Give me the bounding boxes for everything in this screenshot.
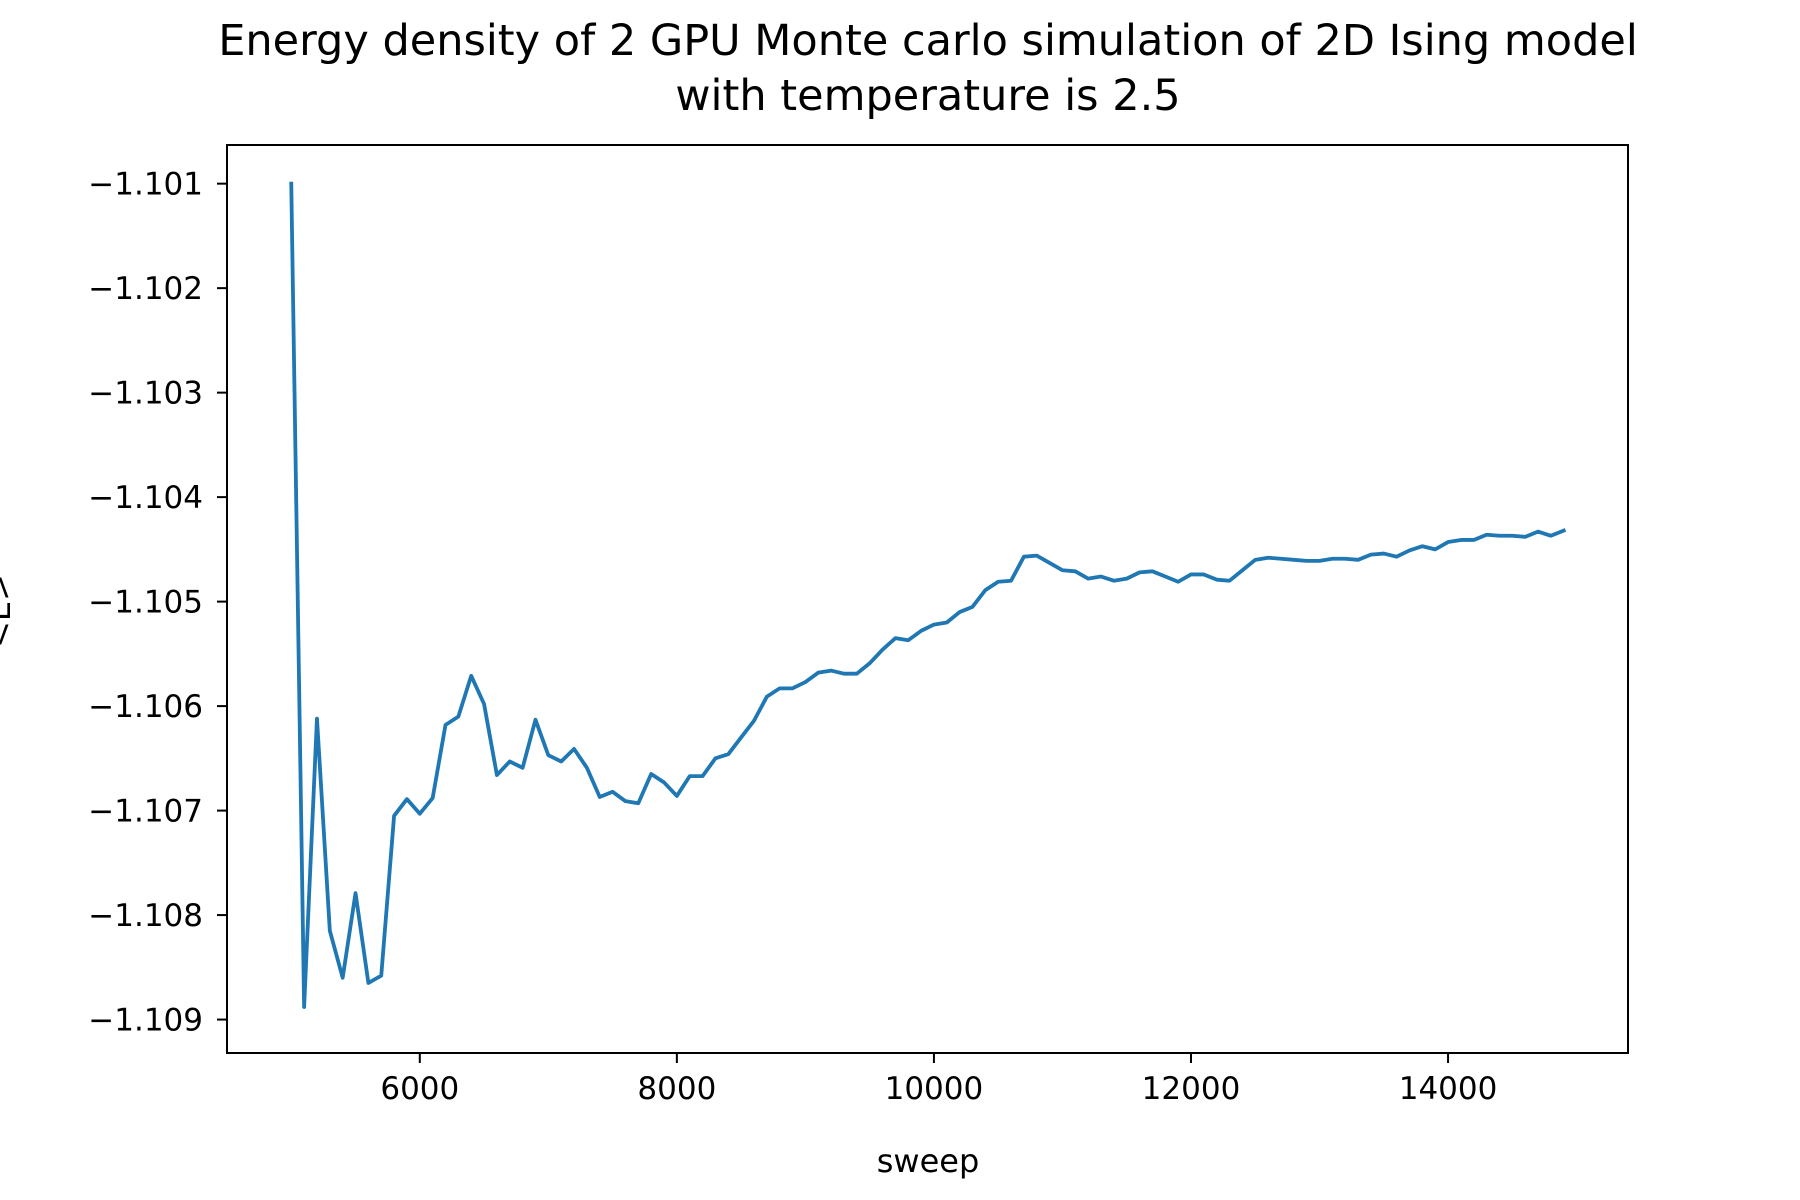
x-tick-label: 8000 <box>637 1071 716 1107</box>
series-line-0 <box>289 181 1567 1009</box>
plot-area: 6000 8000 10000 12000 14000 −1.101 −1.102 −1.10… <box>88 144 1629 1107</box>
y-axis-label: <E> <box>0 574 18 648</box>
y-tick-label: −1.108 <box>88 898 203 934</box>
x-axis-label: sweep <box>877 1142 980 1180</box>
x-tick-label: 10000 <box>885 1071 984 1107</box>
y-tick-label: −1.104 <box>88 480 203 516</box>
x-tick-label: 12000 <box>1142 1071 1241 1107</box>
y-tick-label: −1.105 <box>88 585 203 621</box>
chart-subtitle: with temperature is 2.5 <box>675 71 1180 121</box>
y-tick-label: −1.106 <box>88 689 203 725</box>
y-tick-label: −1.109 <box>88 1003 203 1039</box>
chart-title: Energy density of 2 GPU Monte carlo simu… <box>218 16 1638 66</box>
y-tick-label: −1.103 <box>88 376 203 412</box>
y-tick-label: −1.107 <box>88 794 203 830</box>
x-tick-label: 14000 <box>1399 1071 1498 1107</box>
axes-frame <box>226 144 1629 1054</box>
x-tick-label: 6000 <box>380 1071 459 1107</box>
y-tick-label: −1.102 <box>88 271 203 307</box>
y-tick-label: −1.101 <box>88 167 203 203</box>
